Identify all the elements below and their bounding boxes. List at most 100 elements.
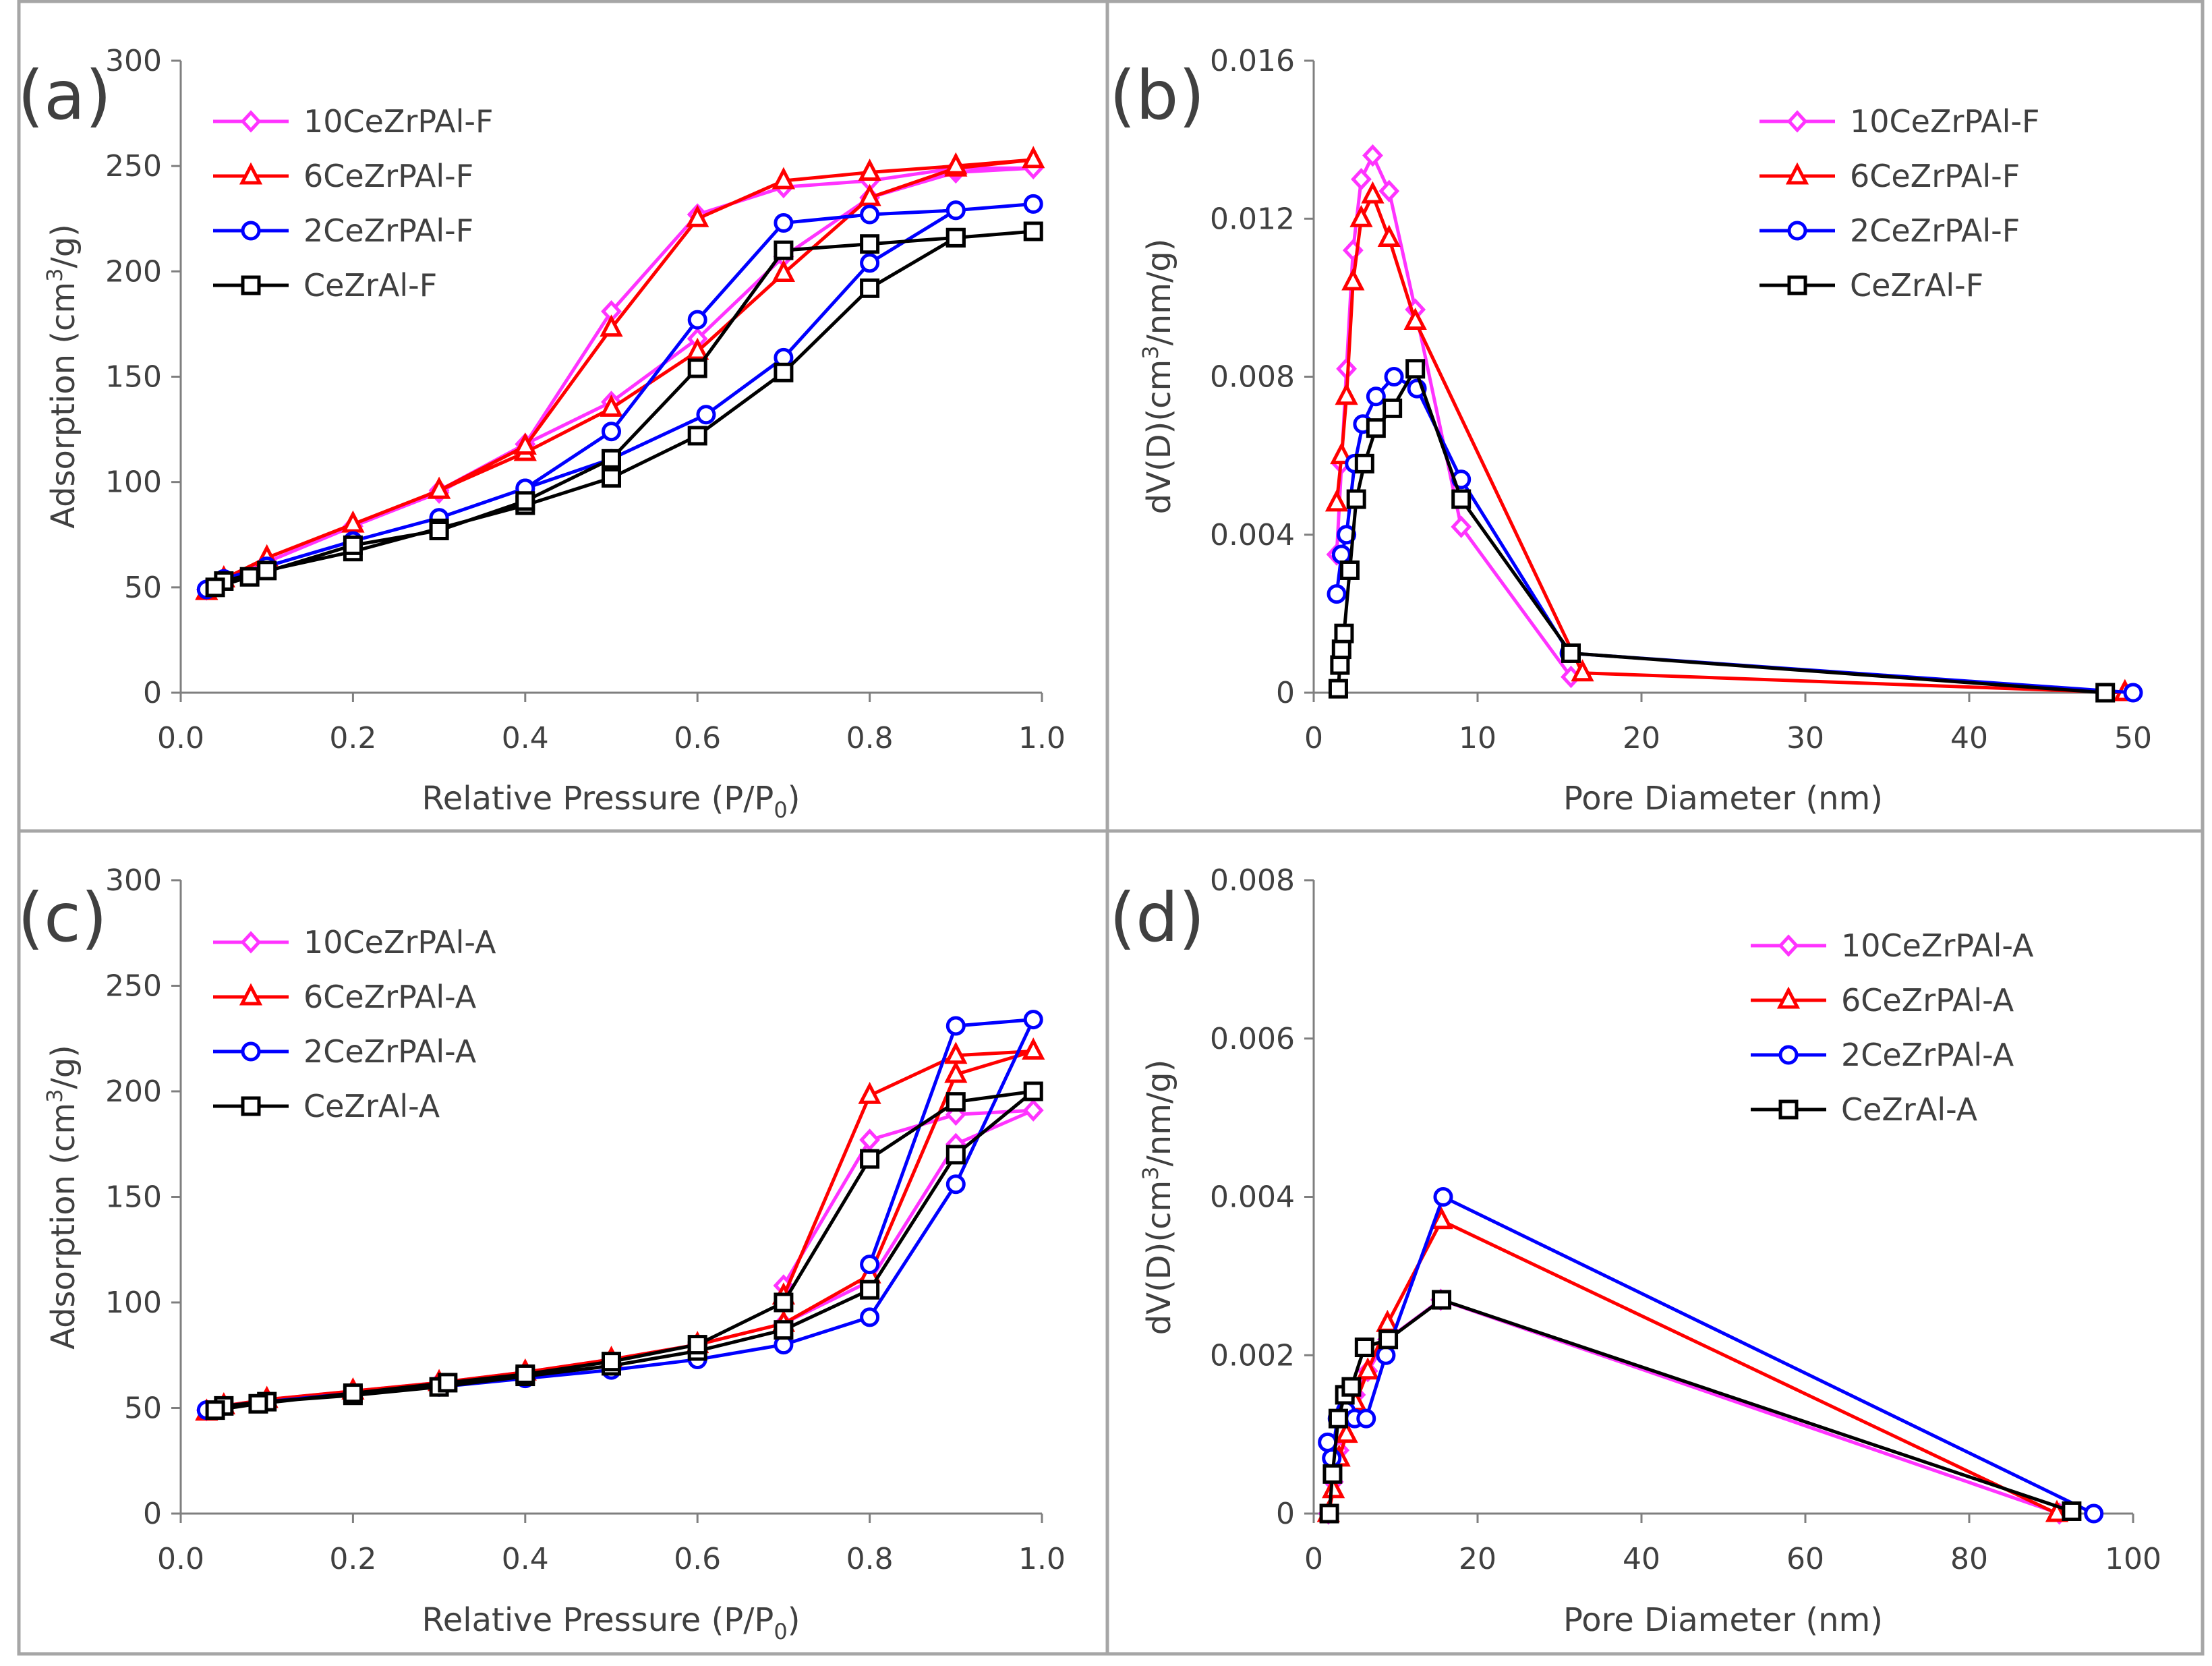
y-tick-label: 200 (105, 1074, 162, 1109)
data-point (1331, 544, 1351, 565)
x-tick-label: 30 (1786, 721, 1824, 755)
legend-marker (1778, 1045, 1799, 1065)
data-point (944, 1060, 968, 1083)
data-point (602, 422, 621, 442)
x-tick-label: 0.0 (157, 1542, 204, 1576)
legend-marker (1786, 110, 1808, 133)
outer-frame (17, 0, 2205, 1656)
data-point (2084, 1503, 2104, 1524)
data-point (602, 467, 621, 488)
data-point (1023, 1081, 1043, 1101)
y-tick-label: 150 (105, 1180, 162, 1215)
data-point (1451, 515, 1472, 538)
x-tick-label: 1.0 (1018, 721, 1066, 755)
data-point (1331, 639, 1351, 660)
x-tick-label: 0.8 (846, 721, 894, 755)
x-tick-label: 20 (1623, 721, 1660, 755)
y-tick-label: 100 (105, 1286, 162, 1320)
data-point (686, 204, 709, 227)
data-point (602, 449, 621, 469)
y-tick-label: 0.012 (1210, 202, 1295, 236)
legend-label: 10CeZrPAl-A (303, 924, 496, 960)
y-tick-label: 300 (105, 44, 162, 78)
x-tick-label: 0 (1304, 1542, 1323, 1576)
series-CeZrAl-A (1319, 1290, 2082, 1524)
data-point (1377, 225, 1401, 248)
legend-label: 2CeZrPAl-A (1841, 1037, 2014, 1073)
data-point (1335, 1420, 1358, 1443)
data-point (1361, 181, 1385, 204)
legend: 10CeZrPAl-F 6CeZrPAl-F 2CeZrPAl-F CeZrAl-F (1759, 103, 2039, 304)
data-point (2123, 683, 2143, 703)
x-tick-label: 0.2 (329, 721, 376, 755)
data-point (427, 476, 451, 499)
data-point (600, 394, 623, 417)
legend-label: 6CeZrPAl-A (303, 979, 477, 1015)
data-point (438, 1373, 458, 1393)
x-tick-label: 100 (2105, 1542, 2161, 1576)
legend-label: 6CeZrPAl-A (1841, 982, 2014, 1018)
y-axis-label: Adsorption (cm3/g) (42, 1045, 82, 1350)
data-point (343, 535, 363, 555)
data-point (945, 1145, 966, 1165)
x-axis-label: Pore Diameter (nm) (1563, 780, 1883, 817)
data-point (1327, 584, 1347, 604)
data-point (774, 1320, 794, 1340)
data-point (1328, 679, 1348, 699)
data-point (1433, 1187, 1453, 1207)
data-point (2045, 1499, 2069, 1522)
y-tick-label: 0 (1276, 1497, 1295, 1531)
data-point (429, 521, 449, 541)
data-point (945, 1174, 966, 1195)
legend-marker (241, 1041, 261, 1062)
data-point (774, 212, 794, 233)
data-point (1356, 1357, 1380, 1380)
data-point (860, 1280, 880, 1300)
data-point (257, 561, 277, 581)
legend-marker (241, 221, 261, 241)
y-tick-label: 0 (143, 676, 162, 710)
y-tick-label: 0.008 (1210, 360, 1295, 395)
y-axis-label: dV(D)(cm3/nm/g) (1138, 1060, 1178, 1335)
data-point (774, 362, 794, 382)
x-tick-label: 40 (1950, 721, 1988, 755)
data-point (1318, 1432, 1338, 1452)
data-point (1341, 268, 1365, 291)
y-tick-label: 250 (105, 149, 162, 183)
series-line (214, 1089, 1035, 1412)
legend-label: CeZrAl-A (303, 1088, 440, 1124)
legend-marker (239, 162, 263, 185)
data-point (945, 1016, 966, 1036)
y-tick-label: 0.004 (1210, 1180, 1295, 1215)
data-point (515, 491, 535, 511)
legend-marker (1778, 934, 1799, 957)
data-point (1451, 489, 1472, 509)
data-point (1571, 659, 1594, 682)
data-point (1356, 1408, 1376, 1429)
y-tick-label: 150 (105, 360, 162, 395)
panel-a: 0.0 0.2 0.4 0.6 0.8 1.0 0 50 100 150 200 250 300 Rela… (18, 44, 1066, 823)
data-point (944, 152, 968, 175)
data-point (696, 405, 716, 425)
data-point (2062, 1501, 2082, 1521)
data-point (860, 278, 880, 298)
legend-label: 6CeZrPAl-F (303, 158, 473, 194)
y-tick-label: 0 (1276, 676, 1295, 710)
series-6CeZrPAl-F (1325, 181, 2136, 701)
data-point (1322, 1464, 1343, 1484)
data-point (239, 567, 260, 587)
data-point (1376, 1345, 1396, 1365)
data-point (860, 253, 880, 273)
x-tick-label: 0.4 (502, 721, 549, 755)
series-6CeZrPAl-A (1316, 1207, 2069, 1522)
data-point (1023, 194, 1043, 214)
x-tick-label: 0.8 (846, 1542, 894, 1576)
legend-label: 10CeZrPAl-F (1850, 103, 2039, 140)
legend-label: 10CeZrPAl-F (303, 103, 493, 140)
data-point (602, 1352, 621, 1372)
data-point (205, 1400, 225, 1420)
x-tick-label: 50 (2114, 721, 2152, 755)
series-2CeZrPAl-F (1327, 367, 2143, 703)
data-point (944, 1041, 968, 1064)
data-point (687, 426, 707, 446)
